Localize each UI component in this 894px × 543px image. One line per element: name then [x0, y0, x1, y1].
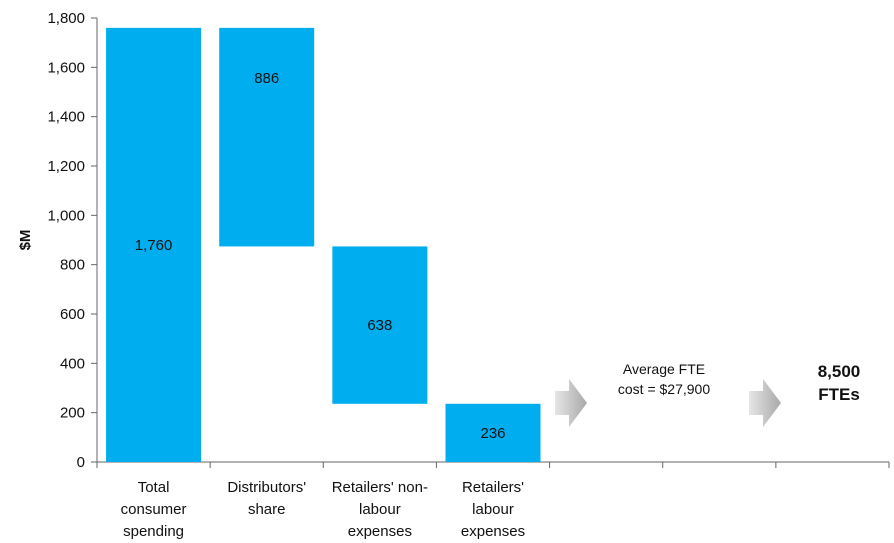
bar-labels: 1,760 886 638 236 [135, 70, 506, 442]
flow-arrow-icon [749, 379, 781, 427]
y-tick-label: 1,200 [47, 158, 85, 175]
fte-result: 8,500 FTEs [818, 362, 861, 404]
waterfall-bar [445, 403, 541, 462]
y-tick-label: 800 [60, 257, 85, 274]
y-axis: 0 200 400 600 800 1,000 1,200 1,400 1,600 1,800 [47, 10, 98, 471]
category-label: Retailers' non-labour expenses [332, 479, 428, 540]
annotation-text: Average FTE cost = $27,900 [618, 361, 710, 397]
fte-cost-annotation: Average FTE cost = $27,900 [618, 361, 710, 397]
bar-value-label: 236 [480, 425, 505, 442]
y-tick-label: 200 [60, 405, 85, 422]
waterfall-bar [332, 246, 428, 404]
bar-value-label: 1,760 [135, 237, 173, 254]
y-tick-label: 0 [77, 454, 85, 471]
bar-value-label: 886 [254, 70, 279, 87]
y-tick-label: 600 [60, 306, 85, 323]
flow-arrows [555, 379, 781, 427]
y-tick-label: 1,400 [47, 109, 85, 126]
x-axis [96, 461, 890, 468]
y-tick-label: 1,000 [47, 207, 85, 224]
waterfall-bar [219, 27, 315, 247]
y-axis-label: $M [17, 230, 34, 251]
bars [106, 27, 541, 462]
category-label: Distributors' share [227, 479, 306, 518]
category-label: Retailers' labour expenses [461, 479, 525, 540]
waterfall-bar [106, 27, 202, 462]
result-text: 8,500 FTEs [818, 362, 861, 404]
bar-value-label: 638 [367, 317, 392, 334]
category-label: Total consumer spending [121, 479, 187, 540]
category-labels: Total consumer spending Distributors' share R… [121, 479, 525, 540]
y-tick-label: 1,600 [47, 59, 85, 76]
flow-arrow-icon [555, 379, 587, 427]
y-tick-label: 400 [60, 355, 85, 372]
y-tick-label: 1,800 [47, 10, 85, 27]
